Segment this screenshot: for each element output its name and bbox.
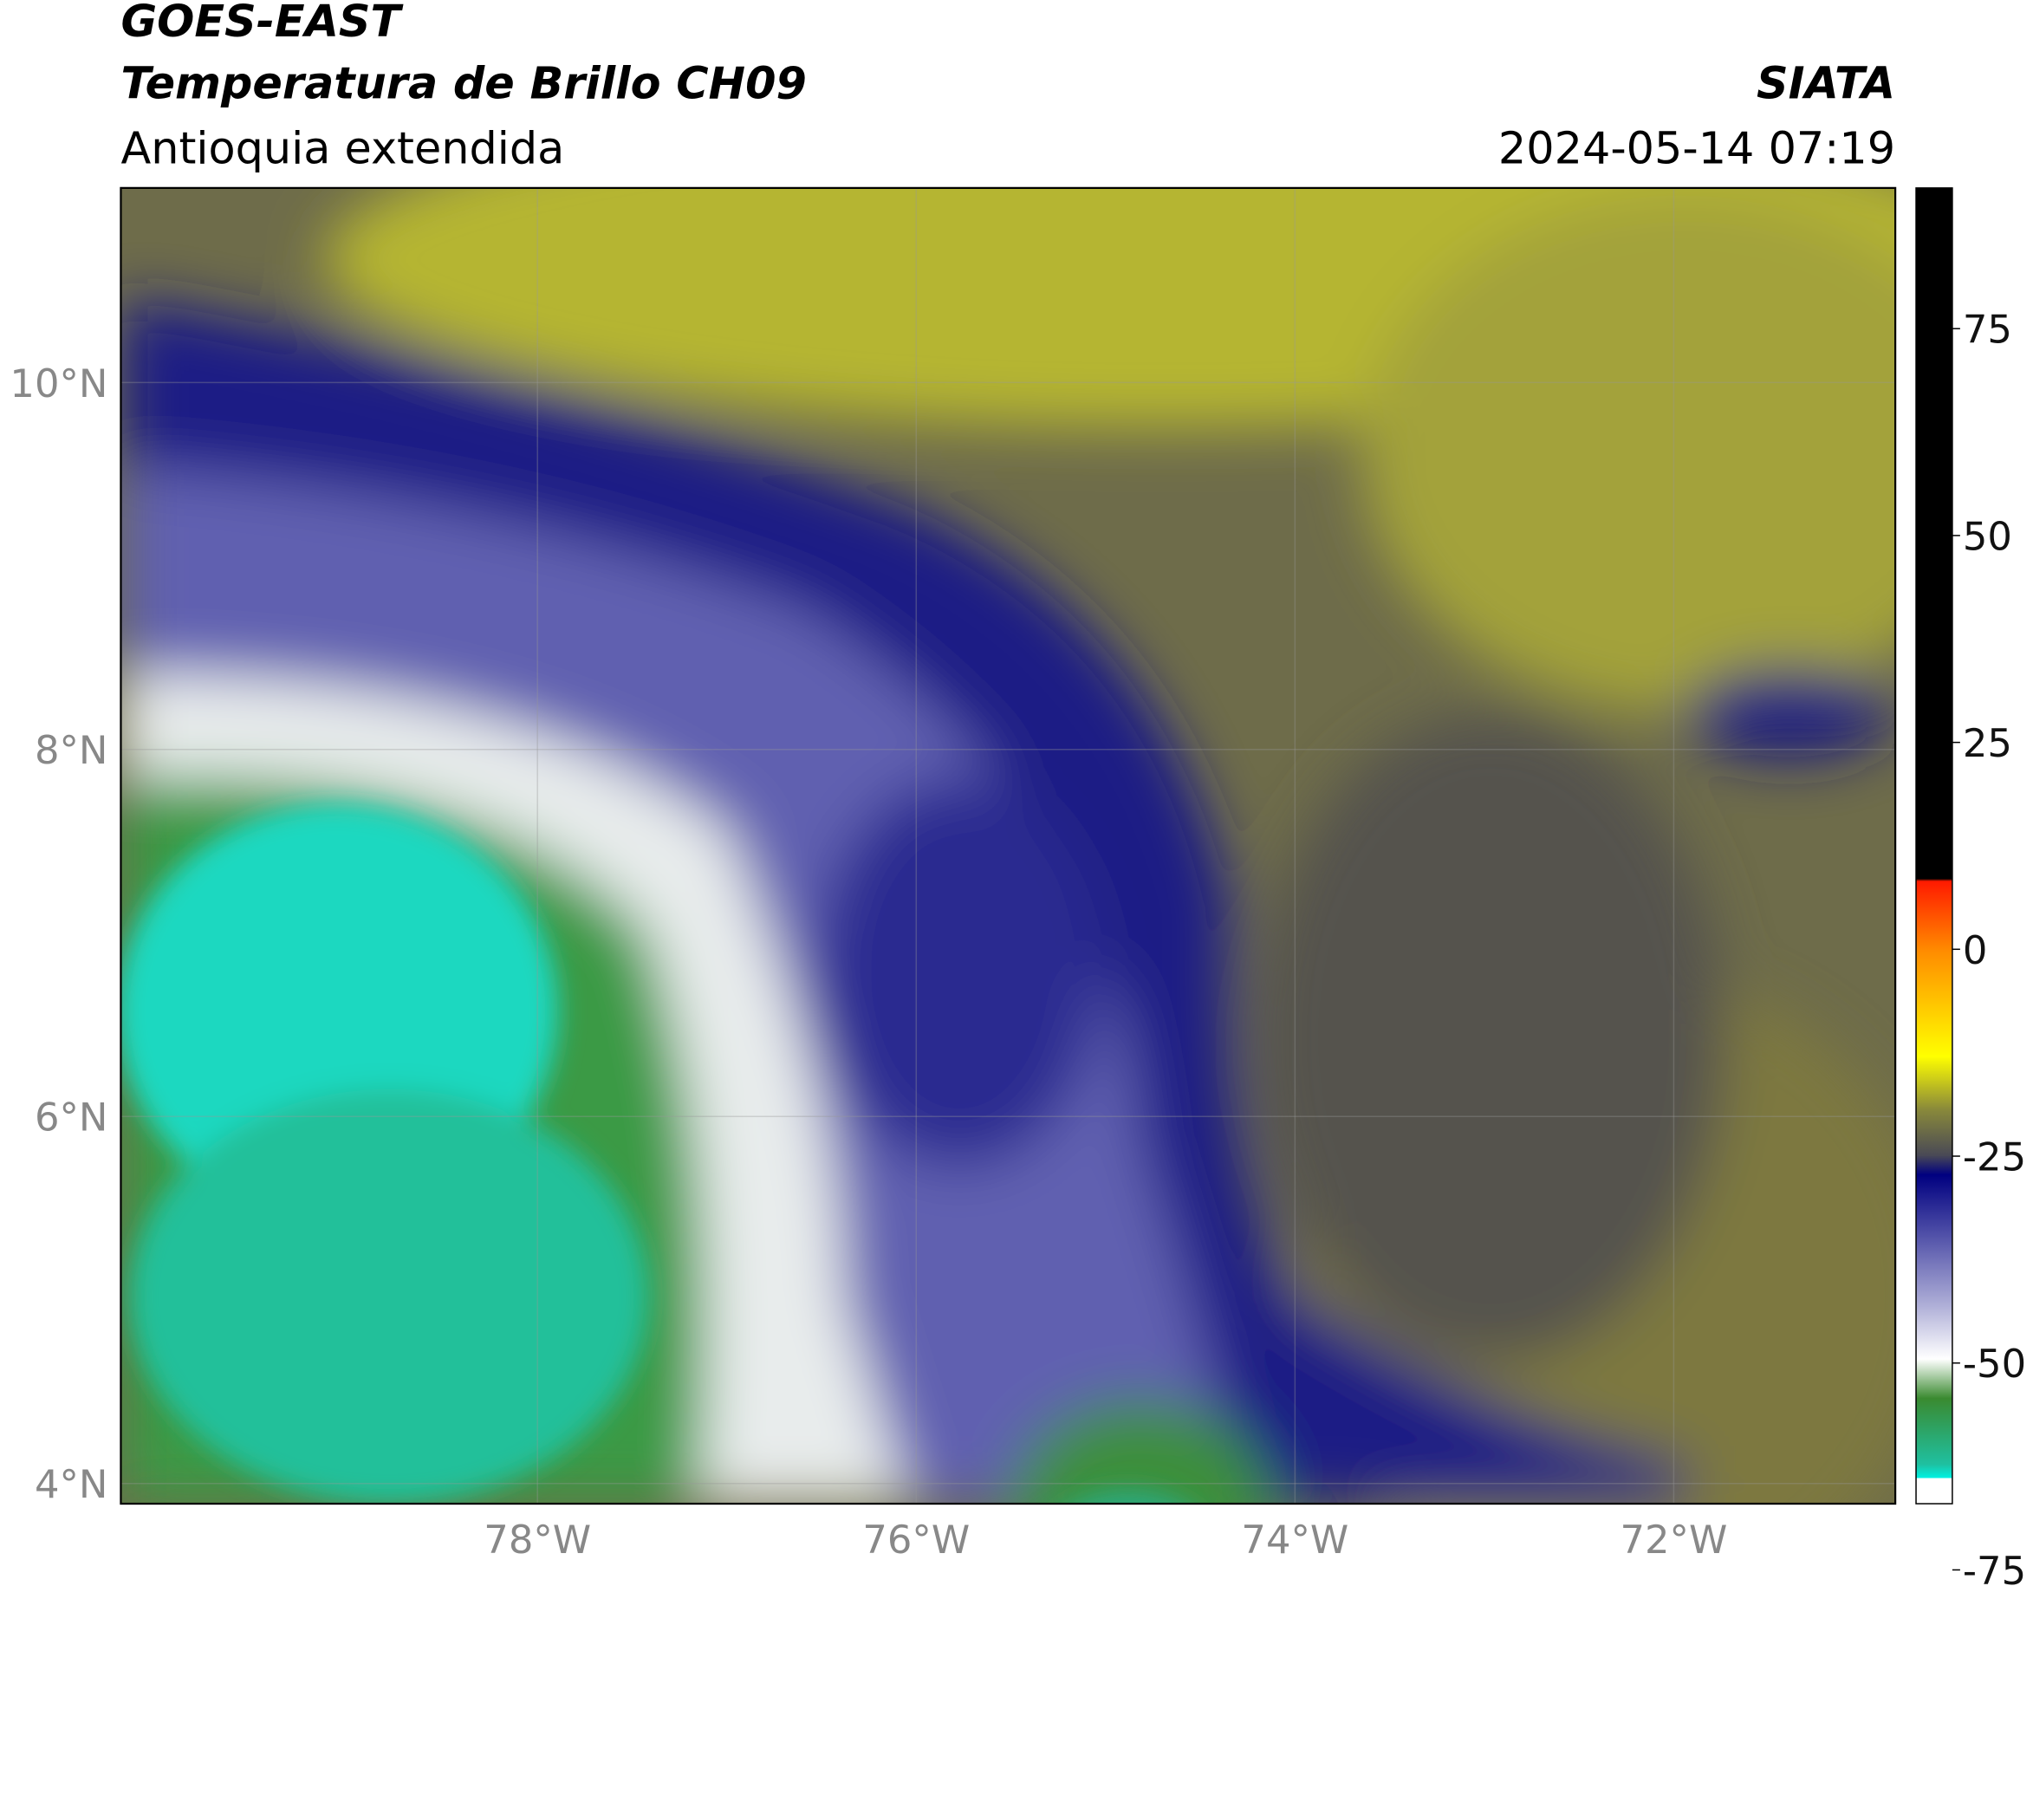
x-tick-label: 74°W (1241, 1517, 1348, 1563)
colorbar-tick-label: -75 (1963, 1548, 2026, 1594)
title: GOES-EAST (120, 0, 404, 47)
y-tick-label: 8°N (35, 727, 108, 773)
map-frame (120, 186, 1897, 1505)
source: SIATA (1757, 58, 1895, 109)
datetime: 2024-05-14 07:19 (1498, 122, 1895, 173)
colorbar-tick-label: 50 (1963, 513, 2012, 559)
colorbar-tick-label: 75 (1963, 307, 2012, 353)
colorbar (1915, 187, 1953, 1505)
grid (120, 187, 1896, 1505)
x-tick-label: 78°W (484, 1517, 591, 1563)
y-tick-label: 6°N (35, 1095, 108, 1141)
colorbar-tick-label: -25 (1963, 1134, 2026, 1180)
subtitle: Antioquia extendida (120, 122, 564, 173)
colorbar-tick-label: 25 (1963, 720, 2012, 766)
colorbar-tick-label: -50 (1963, 1341, 2026, 1387)
x-tick-label: 76°W (862, 1517, 970, 1563)
y-tick-label: 4°N (35, 1461, 108, 1507)
y-tick-label: 10°N (10, 361, 107, 406)
title: Temperatura de Brillo CH09 (120, 58, 806, 109)
x-tick-label: 72°W (1620, 1517, 1727, 1563)
colorbar-tick-label: 0 (1963, 927, 1988, 973)
satellite-image (120, 187, 1896, 1505)
